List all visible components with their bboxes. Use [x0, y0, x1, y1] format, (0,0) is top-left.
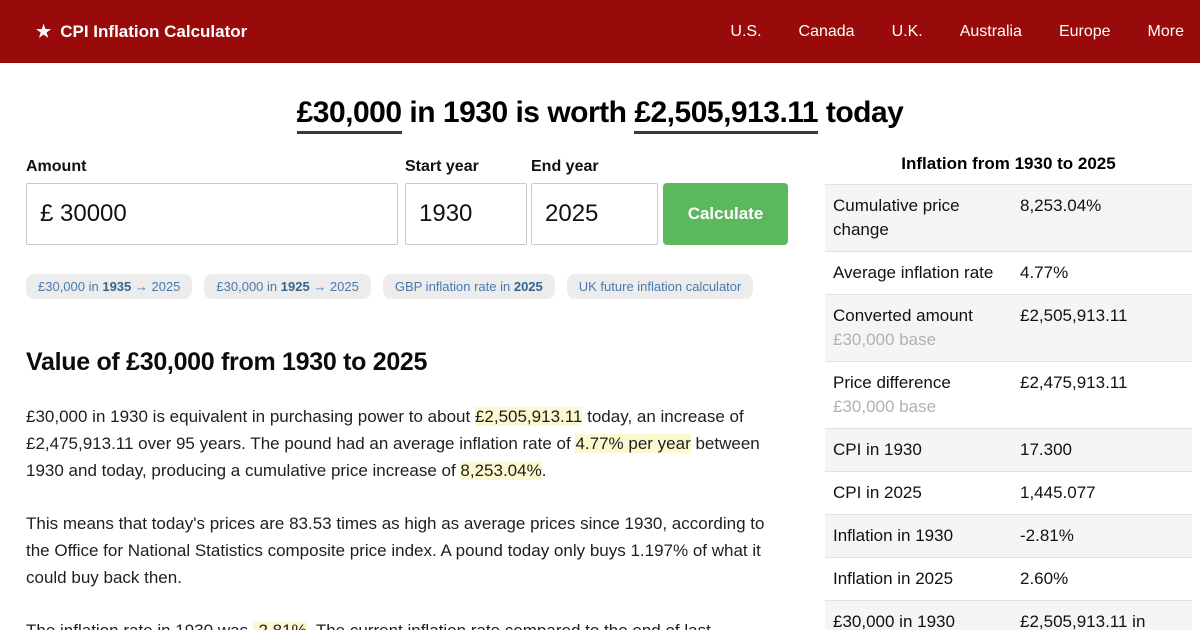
- table-row: Inflation in 2025 2.60%: [825, 558, 1192, 601]
- header-bar: ★ CPI Inflation Calculator U.S. Canada U…: [0, 0, 1200, 63]
- highlight: 4.77% per year: [575, 434, 691, 453]
- star-icon: ★: [36, 21, 52, 41]
- page-title: £30,000 in 1930 is worth £2,505,913.11 t…: [0, 96, 1200, 134]
- table-row: Average inflation rate 4.77%: [825, 252, 1192, 295]
- row-label: Average inflation rate: [833, 263, 994, 282]
- quick-link-1935[interactable]: £30,000 in 1935 → 2025: [26, 274, 193, 299]
- highlight: 8,253.04%: [460, 461, 542, 480]
- paragraph: £30,000 in 1930 is equivalent in purchas…: [26, 407, 760, 480]
- title-segment: today: [818, 96, 904, 129]
- section-heading: Value of £30,000 from 1930 to 2025: [26, 348, 428, 376]
- quick-links: £30,000 in 1935 → 2025 £30,000 in 1925 →…: [26, 274, 788, 299]
- calculator-form: Amount Start year End year Calculate: [26, 158, 788, 245]
- end-year-input[interactable]: [531, 183, 658, 245]
- end-year-field-group: End year: [531, 158, 658, 245]
- end-year-label: End year: [531, 158, 599, 175]
- nav-item-us[interactable]: U.S.: [730, 22, 762, 40]
- table-row: Converted amount £30,000 base £2,505,913.1…: [825, 295, 1192, 362]
- inflation-table: Cumulative price change 8,253.04% Average …: [825, 184, 1192, 630]
- brand-label: CPI Inflation Calculator: [60, 21, 248, 41]
- row-label: £30,000 in 1930: [833, 612, 955, 630]
- paragraph: This means that today's prices are 83.53…: [26, 514, 765, 587]
- highlight: -2.81%: [252, 621, 307, 630]
- row-label: Inflation in 1930: [833, 526, 954, 545]
- row-label: CPI in 2025: [833, 483, 922, 502]
- row-value: 8,253.04%: [1020, 196, 1102, 215]
- inflation-summary-panel: Inflation from 1930 to 2025 Cumulative p…: [825, 152, 1192, 630]
- nav-item-australia[interactable]: Australia: [959, 22, 1022, 40]
- table-row: CPI in 2025 1,445.077: [825, 472, 1192, 515]
- row-value: -2.81%: [1020, 526, 1074, 545]
- highlight: £2,505,913.11: [474, 407, 583, 426]
- nav-item-more[interactable]: More: [1147, 22, 1184, 40]
- nav-item-europe[interactable]: Europe: [1058, 22, 1111, 40]
- amount-field-group: Amount: [26, 158, 398, 245]
- start-year-field-group: Start year: [405, 158, 527, 245]
- title-segment: £2,505,913.11: [634, 96, 819, 134]
- quick-link-1925[interactable]: £30,000 in 1925 → 2025: [204, 274, 371, 299]
- row-label: Cumulative price change: [833, 196, 960, 239]
- row-sublabel: £30,000 base: [833, 397, 937, 416]
- row-value: £2,505,913.11 in: [1020, 612, 1146, 630]
- paragraph: The inflation rate in 1930 was -2.81%. T…: [26, 617, 788, 630]
- table-row: £30,000 in 1930 £2,505,913.11 in: [825, 601, 1192, 630]
- row-label: CPI in 1930: [833, 440, 922, 459]
- row-value: £2,475,913.11: [1020, 373, 1128, 392]
- row-label: Price difference £30,000 base: [833, 371, 1020, 419]
- article-paragraphs: £30,000 in 1930 is equivalent in purchas…: [26, 403, 788, 630]
- main-column: Amount Start year End year Calculate £30…: [26, 152, 788, 630]
- nav-item-canada[interactable]: Canada: [798, 22, 855, 40]
- row-value: 17.300: [1020, 440, 1072, 459]
- article: Value of £30,000 from 1930 to 2025 £30,0…: [26, 348, 788, 630]
- calculate-field-group: Calculate: [663, 158, 788, 245]
- content-columns: Amount Start year End year Calculate £30…: [0, 152, 1200, 630]
- nav-item-uk[interactable]: U.K.: [891, 22, 923, 40]
- amount-label: Amount: [26, 158, 87, 175]
- table-row: Inflation in 1930 -2.81%: [825, 515, 1192, 558]
- row-sublabel: £30,000 base: [833, 330, 937, 349]
- title-segment: in 1930 is worth: [401, 96, 635, 129]
- title-segment: £30,000: [296, 96, 402, 134]
- quick-link-gbp-rate[interactable]: GBP inflation rate in 2025: [382, 274, 555, 299]
- start-year-input[interactable]: [405, 183, 527, 245]
- table-row: Price difference £30,000 base £2,475,913.1…: [825, 362, 1192, 429]
- quick-link-future-calculator[interactable]: UK future inflation calculator: [566, 274, 754, 299]
- main-nav: U.S. Canada U.K. Australia Europe More: [730, 23, 1184, 41]
- start-year-label: Start year: [405, 158, 479, 175]
- row-label: Inflation in 2025: [833, 569, 954, 588]
- panel-title: Inflation from 1930 to 2025: [901, 154, 1116, 173]
- row-value: 2.60%: [1020, 569, 1069, 588]
- row-value: 4.77%: [1020, 263, 1069, 282]
- row-value: £2,505,913.11: [1020, 306, 1128, 325]
- row-label: Converted amount £30,000 base: [833, 304, 1020, 352]
- amount-input[interactable]: [26, 183, 398, 245]
- row-value: 1,445.077: [1020, 483, 1096, 502]
- table-row: Cumulative price change 8,253.04%: [825, 185, 1192, 252]
- table-row: CPI in 1930 17.300: [825, 429, 1192, 472]
- calculate-button[interactable]: Calculate: [663, 183, 788, 245]
- brand[interactable]: ★ CPI Inflation Calculator: [36, 22, 247, 42]
